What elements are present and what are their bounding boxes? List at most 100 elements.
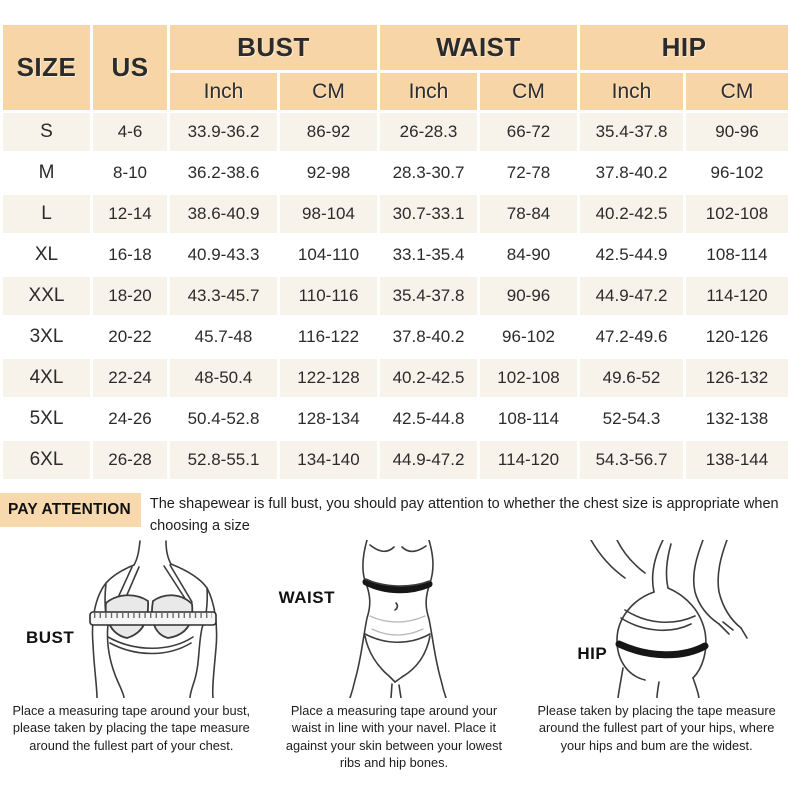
table-row: 6XL 26-28 52.8-55.1 134-140 44.9-47.2 11… bbox=[2, 440, 788, 481]
subheader-bust-inch: Inch bbox=[169, 72, 279, 112]
cell-waist-inch: 28.3-30.7 bbox=[379, 153, 479, 194]
cell-hip-cm: 90-96 bbox=[685, 112, 788, 153]
cell-bust-inch: 50.4-52.8 bbox=[169, 399, 279, 440]
cell-waist-inch: 40.2-42.5 bbox=[379, 358, 479, 399]
cell-hip-cm: 120-126 bbox=[685, 317, 788, 358]
cell-waist-inch: 35.4-37.8 bbox=[379, 276, 479, 317]
cell-waist-cm: 84-90 bbox=[479, 235, 579, 276]
cell-waist-inch: 26-28.3 bbox=[379, 112, 479, 153]
hip-illustration bbox=[525, 540, 787, 698]
cell-size: M bbox=[2, 153, 92, 194]
waist-figure: WAIST bbox=[263, 540, 526, 773]
table-row: XXL 18-20 43.3-45.7 110-116 35.4-37.8 90… bbox=[2, 276, 788, 317]
cell-us: 22-24 bbox=[92, 358, 169, 399]
subheader-waist-cm: CM bbox=[479, 72, 579, 112]
cell-waist-cm: 102-108 bbox=[479, 358, 579, 399]
table-row: 3XL 20-22 45.7-48 116-122 37.8-40.2 96-1… bbox=[2, 317, 788, 358]
measuring-guide: BUST bbox=[0, 540, 788, 773]
cell-bust-cm: 86-92 bbox=[279, 112, 379, 153]
note-text: The shapewear is full bust, you should p… bbox=[150, 494, 782, 538]
cell-waist-cm: 108-114 bbox=[479, 399, 579, 440]
subheader-bust-cm: CM bbox=[279, 72, 379, 112]
cell-size: XXL bbox=[2, 276, 92, 317]
cell-hip-inch: 54.3-56.7 bbox=[579, 440, 685, 481]
cell-bust-cm: 116-122 bbox=[279, 317, 379, 358]
table-row: 5XL 24-26 50.4-52.8 128-134 42.5-44.8 10… bbox=[2, 399, 788, 440]
cell-hip-cm: 108-114 bbox=[685, 235, 788, 276]
cell-size: 4XL bbox=[2, 358, 92, 399]
cell-bust-cm: 104-110 bbox=[279, 235, 379, 276]
waist-label: WAIST bbox=[279, 588, 335, 608]
cell-bust-cm: 122-128 bbox=[279, 358, 379, 399]
cell-hip-cm: 126-132 bbox=[685, 358, 788, 399]
cell-hip-inch: 40.2-42.5 bbox=[579, 194, 685, 235]
hip-label: HIP bbox=[577, 644, 607, 664]
bust-label: BUST bbox=[26, 628, 74, 648]
cell-us: 24-26 bbox=[92, 399, 169, 440]
cell-hip-cm: 138-144 bbox=[685, 440, 788, 481]
bust-illustration bbox=[0, 540, 262, 698]
cell-bust-cm: 128-134 bbox=[279, 399, 379, 440]
cell-bust-inch: 40.9-43.3 bbox=[169, 235, 279, 276]
cell-bust-inch: 36.2-38.6 bbox=[169, 153, 279, 194]
table-row: M 8-10 36.2-38.6 92-98 28.3-30.7 72-78 3… bbox=[2, 153, 788, 194]
cell-waist-cm: 114-120 bbox=[479, 440, 579, 481]
table-row: 4XL 22-24 48-50.4 122-128 40.2-42.5 102-… bbox=[2, 358, 788, 399]
cell-us: 12-14 bbox=[92, 194, 169, 235]
cell-size: 3XL bbox=[2, 317, 92, 358]
cell-bust-inch: 48-50.4 bbox=[169, 358, 279, 399]
cell-waist-inch: 42.5-44.8 bbox=[379, 399, 479, 440]
cell-us: 8-10 bbox=[92, 153, 169, 194]
cell-waist-cm: 72-78 bbox=[479, 153, 579, 194]
cell-hip-inch: 44.9-47.2 bbox=[579, 276, 685, 317]
cell-hip-inch: 49.6-52 bbox=[579, 358, 685, 399]
cell-bust-inch: 45.7-48 bbox=[169, 317, 279, 358]
cell-size: L bbox=[2, 194, 92, 235]
cell-us: 26-28 bbox=[92, 440, 169, 481]
size-table-body: S 4-6 33.9-36.2 86-92 26-28.3 66-72 35.4… bbox=[2, 112, 788, 481]
cell-hip-inch: 37.8-40.2 bbox=[579, 153, 685, 194]
cell-us: 18-20 bbox=[92, 276, 169, 317]
cell-waist-inch: 33.1-35.4 bbox=[379, 235, 479, 276]
cell-waist-cm: 96-102 bbox=[479, 317, 579, 358]
col-header-waist: WAIST bbox=[379, 24, 579, 72]
cell-size: 5XL bbox=[2, 399, 92, 440]
size-chart-page: SIZE US BUST WAIST HIP Inch CM Inch CM I… bbox=[0, 22, 788, 810]
cell-bust-inch: 33.9-36.2 bbox=[169, 112, 279, 153]
pay-attention-badge: PAY ATTENTION bbox=[0, 493, 141, 527]
cell-bust-inch: 43.3-45.7 bbox=[169, 276, 279, 317]
size-table-header: SIZE US BUST WAIST HIP Inch CM Inch CM I… bbox=[2, 24, 788, 112]
cell-size: S bbox=[2, 112, 92, 153]
cell-waist-cm: 78-84 bbox=[479, 194, 579, 235]
cell-hip-inch: 47.2-49.6 bbox=[579, 317, 685, 358]
cell-size: XL bbox=[2, 235, 92, 276]
cell-waist-cm: 66-72 bbox=[479, 112, 579, 153]
col-header-hip: HIP bbox=[579, 24, 788, 72]
cell-size: 6XL bbox=[2, 440, 92, 481]
subheader-hip-inch: Inch bbox=[579, 72, 685, 112]
table-row: XL 16-18 40.9-43.3 104-110 33.1-35.4 84-… bbox=[2, 235, 788, 276]
cell-hip-inch: 52-54.3 bbox=[579, 399, 685, 440]
cell-hip-cm: 114-120 bbox=[685, 276, 788, 317]
bust-caption: Place a measuring tape around your bust,… bbox=[12, 702, 251, 755]
col-header-size: SIZE bbox=[2, 24, 92, 112]
cell-hip-cm: 102-108 bbox=[685, 194, 788, 235]
size-table: SIZE US BUST WAIST HIP Inch CM Inch CM I… bbox=[0, 22, 788, 482]
table-row: S 4-6 33.9-36.2 86-92 26-28.3 66-72 35.4… bbox=[2, 112, 788, 153]
cell-hip-inch: 42.5-44.9 bbox=[579, 235, 685, 276]
col-header-bust: BUST bbox=[169, 24, 379, 72]
pay-attention-note: PAY ATTENTION The shapewear is full bust… bbox=[0, 493, 788, 538]
bust-figure: BUST bbox=[0, 540, 263, 773]
hip-caption: Please taken by placing the tape measure… bbox=[537, 702, 776, 755]
cell-bust-inch: 38.6-40.9 bbox=[169, 194, 279, 235]
cell-hip-cm: 132-138 bbox=[685, 399, 788, 440]
cell-bust-inch: 52.8-55.1 bbox=[169, 440, 279, 481]
cell-us: 20-22 bbox=[92, 317, 169, 358]
waist-caption: Place a measuring tape around your waist… bbox=[275, 702, 514, 773]
cell-us: 4-6 bbox=[92, 112, 169, 153]
col-header-us: US bbox=[92, 24, 169, 112]
cell-bust-cm: 110-116 bbox=[279, 276, 379, 317]
subheader-hip-cm: CM bbox=[685, 72, 788, 112]
waist-illustration bbox=[263, 540, 525, 698]
cell-hip-inch: 35.4-37.8 bbox=[579, 112, 685, 153]
